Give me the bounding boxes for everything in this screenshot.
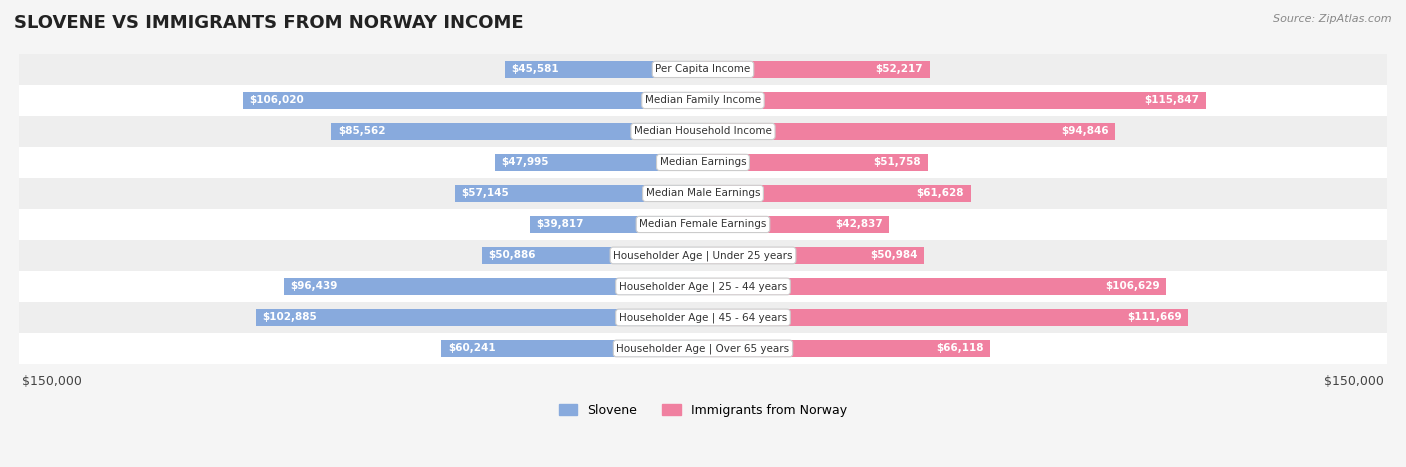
Text: $42,837: $42,837 [835, 219, 883, 229]
Text: $106,020: $106,020 [249, 95, 304, 106]
Bar [454, 185, 703, 202]
Text: $115,847: $115,847 [1144, 95, 1199, 106]
Bar [284, 278, 703, 295]
Bar [332, 123, 703, 140]
Text: $96,439: $96,439 [291, 282, 337, 291]
Text: $45,581: $45,581 [512, 64, 560, 74]
Text: $39,817: $39,817 [537, 219, 583, 229]
Bar [20, 147, 1386, 178]
Text: $51,758: $51,758 [873, 157, 921, 168]
Bar [703, 247, 924, 264]
Text: $50,984: $50,984 [870, 250, 918, 261]
Bar [20, 116, 1386, 147]
Text: $102,885: $102,885 [263, 312, 318, 322]
Bar [441, 340, 703, 357]
Bar [703, 309, 1188, 326]
Bar [703, 216, 889, 233]
Bar [20, 178, 1386, 209]
Bar [20, 85, 1386, 116]
Bar [20, 302, 1386, 333]
Bar [703, 92, 1206, 109]
Text: $47,995: $47,995 [501, 157, 548, 168]
Bar [703, 340, 990, 357]
Text: $106,629: $106,629 [1105, 282, 1160, 291]
Bar [703, 154, 928, 171]
Bar [243, 92, 703, 109]
Text: Householder Age | 25 - 44 years: Householder Age | 25 - 44 years [619, 281, 787, 292]
Bar [20, 54, 1386, 85]
Text: Median Household Income: Median Household Income [634, 127, 772, 136]
Bar [482, 247, 703, 264]
Bar [703, 123, 1115, 140]
Text: $111,669: $111,669 [1126, 312, 1181, 322]
Text: Source: ZipAtlas.com: Source: ZipAtlas.com [1274, 14, 1392, 24]
Text: Per Capita Income: Per Capita Income [655, 64, 751, 74]
Text: $94,846: $94,846 [1060, 127, 1108, 136]
Bar [495, 154, 703, 171]
Bar [530, 216, 703, 233]
Text: Median Family Income: Median Family Income [645, 95, 761, 106]
Text: Householder Age | Under 25 years: Householder Age | Under 25 years [613, 250, 793, 261]
Bar [20, 240, 1386, 271]
Bar [703, 61, 929, 78]
Bar [20, 271, 1386, 302]
Text: $60,241: $60,241 [449, 343, 495, 354]
Text: SLOVENE VS IMMIGRANTS FROM NORWAY INCOME: SLOVENE VS IMMIGRANTS FROM NORWAY INCOME [14, 14, 523, 32]
Text: $66,118: $66,118 [936, 343, 984, 354]
Legend: Slovene, Immigrants from Norway: Slovene, Immigrants from Norway [554, 399, 852, 422]
Text: Householder Age | Over 65 years: Householder Age | Over 65 years [616, 343, 790, 354]
Bar [703, 185, 970, 202]
Text: $50,886: $50,886 [488, 250, 536, 261]
Text: Median Earnings: Median Earnings [659, 157, 747, 168]
Bar [20, 333, 1386, 364]
Text: $57,145: $57,145 [461, 188, 509, 198]
Text: $85,562: $85,562 [337, 127, 385, 136]
Text: $52,217: $52,217 [876, 64, 924, 74]
Bar [703, 278, 1166, 295]
Text: Householder Age | 45 - 64 years: Householder Age | 45 - 64 years [619, 312, 787, 323]
Bar [256, 309, 703, 326]
Text: Median Male Earnings: Median Male Earnings [645, 188, 761, 198]
Text: $61,628: $61,628 [917, 188, 965, 198]
Bar [505, 61, 703, 78]
Text: Median Female Earnings: Median Female Earnings [640, 219, 766, 229]
Bar [20, 209, 1386, 240]
